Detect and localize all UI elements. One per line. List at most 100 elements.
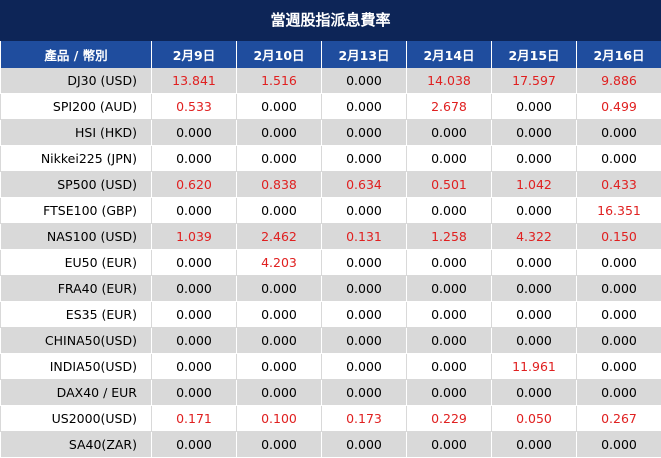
rate-cell: 0.131: [321, 223, 407, 250]
table-row: CHINA50(USD) 0.000 0.000 0.000 0.000 0.000 0.0…: [0, 327, 661, 354]
rate-cell: 0.000: [321, 327, 407, 354]
rate-cell: 0.000: [321, 68, 407, 94]
rate-cell: 1.258: [406, 223, 492, 250]
rate-cell: 0.000: [236, 275, 322, 302]
rate-cell: 0.000: [151, 197, 237, 224]
rate-cell: 0.000: [151, 379, 237, 406]
rate-cell: 0.229: [406, 405, 492, 432]
rate-cell: 0.000: [406, 275, 492, 302]
rate-cell: 0.000: [406, 301, 492, 328]
product-cell: DJ30 (USD): [0, 68, 152, 94]
rate-cell: 0.533: [151, 93, 237, 120]
rate-cell: 0.000: [406, 327, 492, 354]
rate-cell: 0.000: [151, 353, 237, 380]
rate-cell: 0.173: [321, 405, 407, 432]
table-row: FRA40 (EUR) 0.000 0.000 0.000 0.000 0.000 0.00…: [0, 275, 661, 302]
rate-cell: 0.000: [321, 431, 407, 458]
product-cell: ES35 (EUR): [0, 301, 152, 328]
rate-cell: 0.000: [576, 431, 661, 458]
table-row: SA40(ZAR) 0.000 0.000 0.000 0.000 0.000 0.000: [0, 431, 661, 458]
rate-cell: 0.000: [576, 145, 661, 172]
rate-cell: 2.462: [236, 223, 322, 250]
rate-cell: 0.050: [491, 405, 577, 432]
column-header-date: 2月13日: [321, 41, 407, 68]
rate-cell: 0.171: [151, 405, 237, 432]
rate-cell: 0.000: [406, 197, 492, 224]
rate-cell: 0.000: [406, 119, 492, 146]
rate-cell: 0.433: [576, 171, 661, 198]
rate-cell: 0.000: [406, 249, 492, 276]
table-row: DJ30 (USD) 13.841 1.516 0.000 14.038 17.597 9.…: [0, 68, 661, 94]
rate-cell: 11.961: [491, 353, 577, 380]
table-body: DJ30 (USD) 13.841 1.516 0.000 14.038 17.597 9.…: [0, 68, 661, 458]
rate-cell: 0.000: [321, 249, 407, 276]
table-row: US2000(USD) 0.171 0.100 0.173 0.229 0.050 0.26…: [0, 405, 661, 432]
rate-cell: 0.000: [151, 301, 237, 328]
rate-cell: 0.000: [576, 119, 661, 146]
rate-cell: 0.000: [576, 379, 661, 406]
rate-cell: 0.000: [151, 249, 237, 276]
rate-cell: 0.000: [576, 327, 661, 354]
rate-cell: 0.000: [236, 431, 322, 458]
table-row: HSI (HKD) 0.000 0.000 0.000 0.000 0.000 0.000: [0, 119, 661, 146]
rate-cell: 0.000: [321, 145, 407, 172]
product-cell: FRA40 (EUR): [0, 275, 152, 302]
rate-cell: 0.000: [151, 119, 237, 146]
rate-cell: 9.886: [576, 68, 661, 94]
rate-cell: 4.203: [236, 249, 322, 276]
rate-cell: 0.634: [321, 171, 407, 198]
rate-cell: 0.000: [236, 93, 322, 120]
product-cell: Nikkei225 (JPN): [0, 145, 152, 172]
rate-cell: 0.000: [406, 353, 492, 380]
rate-cell: 0.000: [491, 119, 577, 146]
rate-cell: 16.351: [576, 197, 661, 224]
product-cell: SPI200 (AUD): [0, 93, 152, 120]
rate-cell: 0.000: [236, 301, 322, 328]
product-cell: INDIA50(USD): [0, 353, 152, 380]
rate-cell: 0.000: [151, 327, 237, 354]
rate-cell: 2.678: [406, 93, 492, 120]
rate-cell: 0.000: [151, 145, 237, 172]
table-row: NAS100 (USD) 1.039 2.462 0.131 1.258 4.322 0.1…: [0, 223, 661, 250]
rate-cell: 0.000: [576, 301, 661, 328]
page-title: 當週股指派息費率: [0, 0, 661, 41]
column-header-date: 2月9日: [151, 41, 237, 68]
rate-cell: 17.597: [491, 68, 577, 94]
rate-cell: 0.100: [236, 405, 322, 432]
rate-cell: 0.000: [236, 327, 322, 354]
product-cell: CHINA50(USD): [0, 327, 152, 354]
rate-cell: 0.000: [151, 431, 237, 458]
rate-cell: 0.000: [236, 353, 322, 380]
column-header-date: 2月16日: [576, 41, 661, 68]
table-row: EU50 (EUR) 0.000 4.203 0.000 0.000 0.000 0.000: [0, 249, 661, 276]
rate-cell: 0.000: [321, 275, 407, 302]
rate-cell: 0.000: [491, 327, 577, 354]
rate-cell: 0.000: [406, 431, 492, 458]
table-row: INDIA50(USD) 0.000 0.000 0.000 0.000 11.961 0.…: [0, 353, 661, 380]
column-header-date: 2月10日: [236, 41, 322, 68]
rate-cell: 0.267: [576, 405, 661, 432]
rate-cell: 0.000: [321, 93, 407, 120]
product-cell: HSI (HKD): [0, 119, 152, 146]
rate-cell: 0.000: [321, 197, 407, 224]
rate-cell: 0.000: [321, 353, 407, 380]
rate-cell: 0.000: [236, 145, 322, 172]
rate-cell: 0.000: [491, 93, 577, 120]
rate-cell: 0.620: [151, 171, 237, 198]
product-cell: NAS100 (USD): [0, 223, 152, 250]
rate-cell: 0.000: [321, 379, 407, 406]
rate-cell: 0.000: [491, 431, 577, 458]
rate-cell: 0.000: [236, 379, 322, 406]
column-header-date: 2月14日: [406, 41, 492, 68]
table-header-row: 產品 / 幣別 2月9日 2月10日 2月13日 2月14日 2月15日 2月1…: [0, 41, 661, 68]
rate-cell: 0.000: [406, 145, 492, 172]
rate-cell: 4.322: [491, 223, 577, 250]
table-row: DAX40 / EUR 0.000 0.000 0.000 0.000 0.000 0.00…: [0, 379, 661, 406]
rate-cell: 14.038: [406, 68, 492, 94]
product-cell: EU50 (EUR): [0, 249, 152, 276]
rate-cell: 0.000: [491, 197, 577, 224]
rate-cell: 0.000: [491, 275, 577, 302]
product-cell: SA40(ZAR): [0, 431, 152, 458]
dividend-rate-table: 產品 / 幣別 2月9日 2月10日 2月13日 2月14日 2月15日 2月1…: [0, 41, 661, 458]
